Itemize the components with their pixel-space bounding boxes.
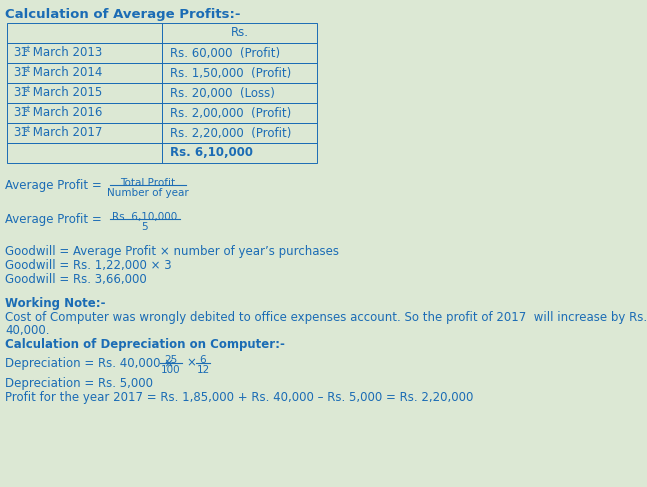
Text: st: st: [23, 85, 30, 94]
Bar: [162, 123, 317, 143]
Bar: [162, 83, 317, 103]
Bar: [162, 43, 317, 63]
Bar: [7, 143, 162, 163]
Bar: [162, 63, 317, 83]
Text: Rs. 20,000  (Loss): Rs. 20,000 (Loss): [170, 87, 275, 99]
Text: 31: 31: [13, 87, 28, 99]
Text: March 2013: March 2013: [29, 46, 102, 59]
Text: 31: 31: [13, 127, 28, 139]
Text: Average Profit =: Average Profit =: [5, 179, 102, 191]
Text: Rs. 6,10,000: Rs. 6,10,000: [113, 212, 178, 222]
Bar: [7, 23, 162, 43]
Bar: [7, 83, 162, 103]
Text: Goodwill = Rs. 3,66,000: Goodwill = Rs. 3,66,000: [5, 273, 147, 286]
Text: 31: 31: [13, 67, 28, 79]
Text: 6: 6: [200, 355, 206, 365]
Text: Rs.: Rs.: [230, 26, 248, 39]
Text: Depreciation = Rs. 40,000 ×: Depreciation = Rs. 40,000 ×: [5, 356, 178, 370]
Text: st: st: [23, 125, 30, 133]
Text: 31: 31: [13, 107, 28, 119]
Text: Goodwill = Rs. 1,22,000 × 3: Goodwill = Rs. 1,22,000 × 3: [5, 259, 171, 272]
Text: Calculation of Depreciation on Computer:-: Calculation of Depreciation on Computer:…: [5, 338, 285, 351]
Text: 100: 100: [161, 365, 181, 375]
Text: Rs. 60,000  (Profit): Rs. 60,000 (Profit): [170, 46, 280, 59]
Bar: [162, 23, 317, 43]
Text: 25: 25: [164, 355, 178, 365]
Text: Calculation of Average Profits:-: Calculation of Average Profits:-: [5, 8, 241, 21]
Text: Rs. 2,00,000  (Profit): Rs. 2,00,000 (Profit): [170, 107, 291, 119]
Text: st: st: [23, 105, 30, 113]
Text: Goodwill = Average Profit × number of year’s purchases: Goodwill = Average Profit × number of ye…: [5, 245, 339, 258]
Text: 5: 5: [142, 222, 148, 232]
Text: Total Profit: Total Profit: [120, 178, 175, 188]
Text: 12: 12: [197, 365, 210, 375]
Text: March 2017: March 2017: [29, 127, 102, 139]
Bar: [7, 103, 162, 123]
Text: Number of year: Number of year: [107, 188, 189, 198]
Text: Working Note:-: Working Note:-: [5, 297, 105, 310]
Text: 40,000.: 40,000.: [5, 324, 50, 337]
Bar: [7, 123, 162, 143]
Text: Rs. 1,50,000  (Profit): Rs. 1,50,000 (Profit): [170, 67, 291, 79]
Text: Depreciation = Rs. 5,000: Depreciation = Rs. 5,000: [5, 377, 153, 390]
Text: Cost of Computer was wrongly debited to office expenses account. So the profit o: Cost of Computer was wrongly debited to …: [5, 311, 647, 324]
Bar: [162, 103, 317, 123]
Text: March 2014: March 2014: [29, 67, 102, 79]
Text: Profit for the year 2017 = Rs. 1,85,000 + Rs. 40,000 – Rs. 5,000 = Rs. 2,20,000: Profit for the year 2017 = Rs. 1,85,000 …: [5, 391, 474, 404]
Text: 31: 31: [13, 46, 28, 59]
Text: Rs. 6,10,000: Rs. 6,10,000: [170, 147, 253, 160]
Bar: [7, 63, 162, 83]
Text: st: st: [23, 64, 30, 74]
Text: March 2015: March 2015: [29, 87, 102, 99]
Text: st: st: [23, 44, 30, 54]
Text: ×: ×: [186, 356, 196, 370]
Text: Rs. 2,20,000  (Profit): Rs. 2,20,000 (Profit): [170, 127, 291, 139]
Bar: [7, 43, 162, 63]
Text: Average Profit =: Average Profit =: [5, 212, 102, 225]
Text: March 2016: March 2016: [29, 107, 102, 119]
Bar: [162, 143, 317, 163]
